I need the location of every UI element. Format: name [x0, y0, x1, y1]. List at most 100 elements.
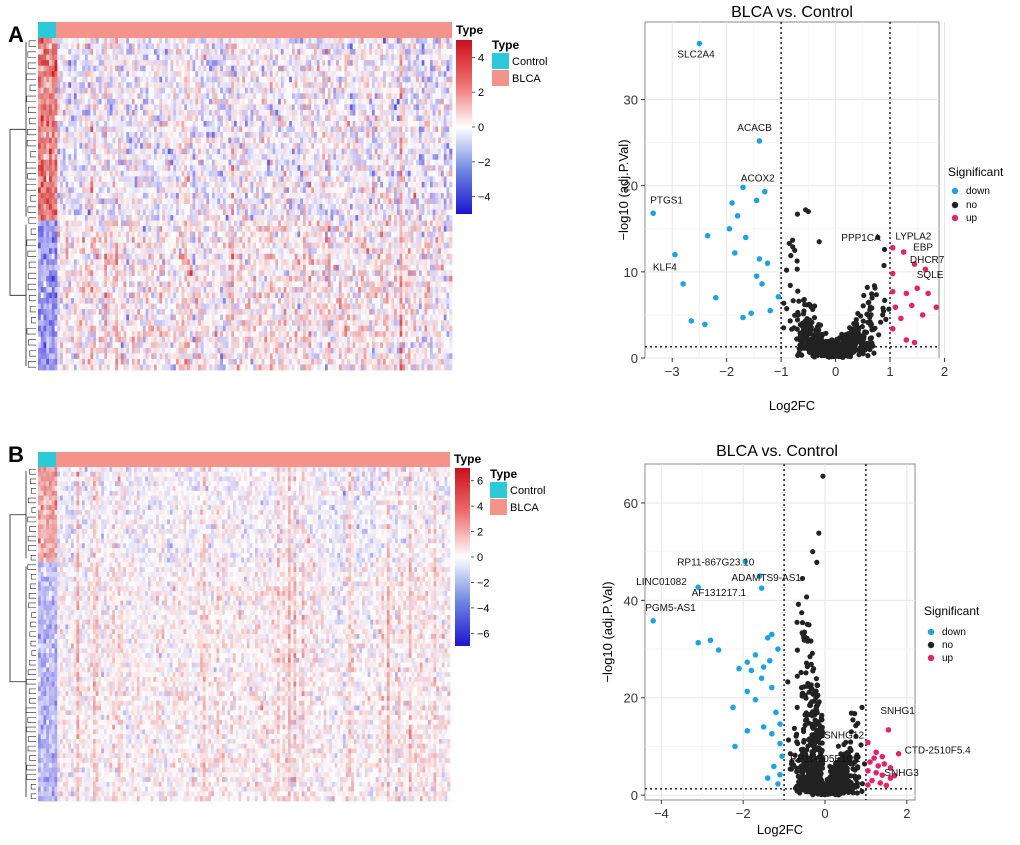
heatmap-cell — [192, 49, 196, 55]
heatmap-cell — [73, 65, 78, 72]
heatmap-cell — [308, 87, 312, 94]
heatmap-cell — [363, 198, 367, 205]
heatmap-cell — [220, 98, 224, 105]
heatmap-cell — [206, 209, 210, 216]
heatmap-cell — [435, 132, 439, 138]
heatmap-cell — [421, 98, 425, 105]
heatmap-cell — [195, 143, 199, 150]
heatmap-cell — [140, 181, 144, 188]
heatmap-cell — [291, 49, 296, 55]
heatmap-cell — [280, 176, 285, 183]
heatmap-cell — [429, 60, 434, 67]
heatmap-cell — [355, 198, 359, 205]
heatmap-cell — [220, 198, 224, 205]
heatmap-cell — [242, 115, 246, 122]
heatmap-cell — [250, 137, 254, 144]
heatmap-cell — [413, 209, 417, 216]
heatmap-cell — [272, 43, 276, 50]
heatmap-cell — [203, 49, 207, 55]
heatmap-cell — [377, 87, 381, 94]
heatmap-cell — [264, 159, 268, 166]
heatmap-cell — [275, 38, 279, 44]
heatmap-cell — [300, 104, 304, 111]
heatmap-cell — [374, 60, 378, 67]
heatmap-cell — [391, 132, 395, 138]
heatmap-cell — [82, 115, 86, 122]
heatmap-cell — [112, 192, 116, 199]
heatmap-cell — [95, 148, 100, 155]
heatmap-cell — [319, 137, 323, 144]
heatmap-cell — [222, 71, 227, 78]
heatmap-cell — [95, 159, 100, 166]
heatmap-cell — [358, 204, 362, 210]
heatmap-cell — [211, 49, 216, 55]
heatmap-cell — [394, 209, 398, 216]
heatmap-cell — [222, 198, 227, 205]
heatmap-cell — [269, 154, 273, 161]
heatmap-cell — [308, 65, 312, 72]
heatmap-cell — [40, 49, 44, 55]
heatmap-cell — [73, 209, 78, 216]
heatmap-cell — [187, 65, 191, 72]
heatmap-cell — [429, 121, 434, 127]
heatmap-cell — [109, 49, 113, 55]
heatmap-cell — [43, 204, 47, 210]
heatmap-cell — [391, 60, 395, 67]
heatmap-cell — [283, 126, 287, 133]
heatmap-cell — [148, 87, 152, 94]
heatmap-cell — [192, 115, 196, 122]
heatmap-cell — [214, 121, 218, 127]
heatmap-cell — [140, 209, 144, 216]
heatmap-cell — [76, 87, 80, 94]
heatmap-cell — [134, 71, 138, 78]
heatmap-cell — [264, 209, 268, 216]
heatmap-cell — [57, 143, 61, 150]
heatmap-cell — [449, 187, 453, 194]
heatmap-cell — [327, 54, 331, 61]
heatmap-cell — [54, 176, 58, 183]
heatmap-cell — [206, 38, 210, 44]
heatmap-cell — [427, 215, 431, 221]
heatmap-cell — [76, 132, 80, 138]
heatmap-cell — [421, 109, 425, 116]
heatmap-cell — [239, 82, 243, 89]
heatmap-cell — [330, 209, 334, 216]
heatmap-cell — [380, 115, 384, 122]
heatmap-cell — [115, 65, 119, 72]
heatmap-cell — [79, 159, 83, 166]
heatmap-cell — [440, 137, 445, 144]
heatmap-cell — [140, 126, 144, 133]
heatmap-cell — [38, 104, 42, 111]
heatmap-cell — [79, 76, 83, 83]
heatmap-cell — [366, 109, 370, 116]
heatmap-cell — [297, 54, 301, 61]
heatmap-cell — [145, 137, 149, 144]
heatmap-cell — [333, 192, 337, 199]
heatmap-cell — [151, 82, 155, 89]
heatmap-cell — [311, 60, 315, 67]
heatmap-cell — [131, 38, 135, 44]
heatmap-cell — [245, 148, 249, 155]
heatmap-cell — [84, 176, 89, 183]
heatmap-cell — [164, 98, 169, 105]
heatmap-cell — [40, 137, 44, 144]
heatmap-cell — [73, 49, 78, 55]
heatmap-cell — [46, 76, 50, 83]
heatmap-cell — [341, 192, 345, 199]
heatmap-cell — [167, 115, 171, 122]
heatmap-cell — [145, 98, 149, 105]
heatmap-cell — [123, 170, 127, 177]
heatmap-cell — [250, 154, 254, 161]
heatmap-cell — [344, 204, 348, 210]
heatmap-cell — [427, 98, 431, 105]
heatmap-cell — [239, 187, 243, 194]
heatmap-cell — [131, 176, 135, 183]
heatmap-cell — [314, 204, 318, 210]
heatmap-cell — [330, 159, 334, 166]
heatmap-cell — [250, 126, 254, 133]
heatmap-cell — [366, 93, 370, 100]
heatmap-cell — [435, 176, 439, 183]
heatmap-cell — [176, 98, 180, 105]
heatmap-cell — [40, 159, 44, 166]
heatmap-cell — [330, 170, 334, 177]
